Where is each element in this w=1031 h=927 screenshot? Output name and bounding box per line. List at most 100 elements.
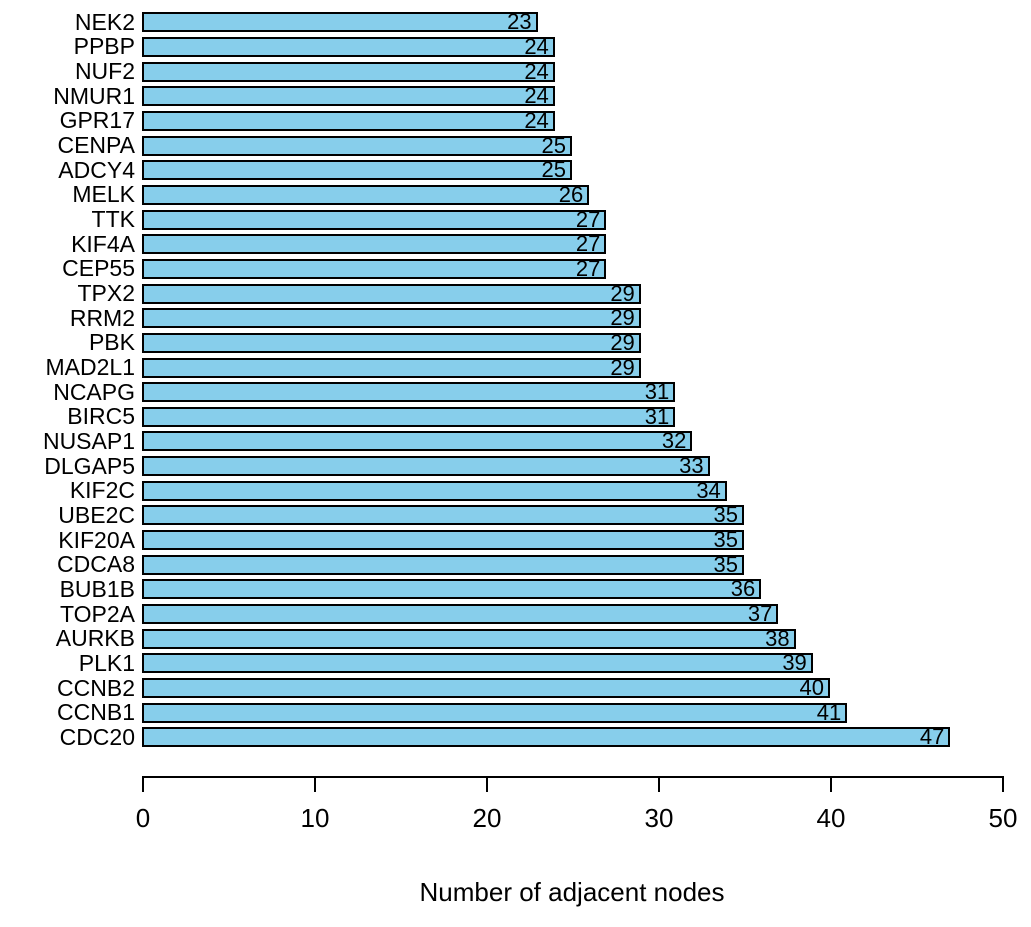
bar-value-label: 25 — [541, 157, 566, 183]
bar-value-label: 37 — [747, 601, 773, 627]
category-label: CDC20 — [59, 723, 135, 750]
x-axis-title: Number of adjacent nodes — [419, 877, 725, 907]
bar: 23 — [142, 9, 538, 35]
category-label: KIF20A — [58, 526, 135, 553]
bar: 35 — [142, 551, 744, 577]
category-label: NMUR1 — [53, 82, 135, 109]
category-label: NEK2 — [74, 8, 135, 35]
bar-row: PPBP 24 — [0, 35, 1031, 60]
category-label: GPR17 — [59, 107, 135, 134]
bar: 27 — [142, 233, 607, 255]
category-label: MAD2L1 — [45, 354, 135, 381]
bar: 29 — [142, 305, 641, 331]
category-label: AURKB — [55, 625, 135, 652]
category-label: TPX2 — [77, 280, 135, 307]
bar-row: NMUR1 24 — [0, 84, 1031, 109]
bar: 40 — [142, 677, 830, 699]
category-label: CENPA — [57, 132, 135, 159]
bar-value-label: 36 — [730, 576, 756, 602]
bar: 39 — [142, 650, 813, 676]
bar-row: NEK2 23 — [0, 10, 1031, 35]
bar: 37 — [142, 601, 779, 627]
category-label: UBE2C — [58, 501, 135, 528]
bar-value-label: 39 — [782, 650, 807, 676]
bar: 29 — [142, 354, 641, 380]
bar-row: NCAPG 31 — [0, 380, 1031, 405]
bar: 27 — [142, 255, 607, 281]
x-axis-tick-mark — [314, 776, 316, 792]
bar-value-label: 35 — [713, 551, 738, 577]
bar-row: CCNB1 41 — [0, 700, 1031, 725]
x-axis-tick-label: 40 — [816, 803, 846, 833]
category-label: NUF2 — [74, 58, 135, 85]
bar: 32 — [142, 428, 693, 454]
category-label: MELK — [72, 181, 135, 208]
bar-row: AURKB 38 — [0, 626, 1031, 651]
category-label: KIF4A — [71, 230, 135, 257]
x-axis-tick-mark — [1002, 776, 1004, 792]
bar: 24 — [142, 107, 555, 133]
x-axis-tick-label: 0 — [135, 803, 151, 833]
bar-value-label: 29 — [610, 305, 635, 331]
bar: 36 — [142, 576, 762, 602]
bar-value-label: 24 — [524, 107, 549, 133]
bar: 26 — [142, 181, 590, 207]
bar-value-label: 29 — [610, 354, 635, 380]
bar-row: TTK 27 — [0, 207, 1031, 232]
bar: 24 — [142, 35, 555, 57]
bar: 31 — [142, 379, 676, 405]
category-label: BIRC5 — [67, 403, 135, 430]
bar: 38 — [142, 625, 796, 651]
bar: 47 — [142, 726, 951, 748]
category-label: NUSAP1 — [42, 427, 135, 454]
bar-row: TPX2 29 — [0, 281, 1031, 306]
bar-value-label: 31 — [644, 403, 670, 429]
bar-value-label: 35 — [713, 502, 738, 528]
x-axis-tick-mark — [830, 776, 832, 792]
bar-value-label: 26 — [558, 181, 584, 207]
bar: 33 — [142, 455, 710, 477]
category-label: RRM2 — [69, 304, 135, 331]
bar-value-label: 38 — [765, 625, 790, 651]
category-label: CCNB2 — [57, 674, 135, 701]
category-label: DLGAP5 — [44, 452, 135, 479]
bar: 35 — [142, 527, 744, 553]
bar-row: UBE2C 35 — [0, 503, 1031, 528]
bar-row: BIRC5 31 — [0, 405, 1031, 430]
category-label: KIF2C — [69, 477, 135, 504]
bar-row: CDC20 47 — [0, 725, 1031, 750]
bar-row: KIF2C 34 — [0, 478, 1031, 503]
bar-row: BUB1B 36 — [0, 577, 1031, 602]
bar: 25 — [142, 157, 572, 183]
bar-value-label: 29 — [610, 280, 635, 306]
bar-row: KIF20A 35 — [0, 528, 1031, 553]
x-axis-line — [142, 776, 1004, 778]
bar-row: CDCA8 35 — [0, 552, 1031, 577]
bar: 41 — [142, 701, 848, 723]
bar: 27 — [142, 208, 607, 230]
category-label: NCAPG — [53, 378, 135, 405]
category-label: CEP55 — [62, 255, 135, 282]
bar-value-label: 32 — [661, 428, 687, 454]
bar-row: CCNB2 40 — [0, 676, 1031, 701]
bar-value-label: 27 — [575, 255, 601, 281]
bar-value-label: 29 — [610, 329, 635, 355]
bar-value-label: 31 — [644, 379, 670, 405]
bar-row: GPR17 24 — [0, 109, 1031, 134]
bar-row: PBK 29 — [0, 331, 1031, 356]
bar: 34 — [142, 479, 727, 501]
bar-row: NUSAP1 32 — [0, 429, 1031, 454]
x-axis-tick-label: 10 — [300, 803, 330, 833]
category-label: TTK — [91, 206, 135, 233]
category-label: PLK1 — [78, 649, 135, 676]
category-label: CDCA8 — [57, 551, 135, 578]
x-axis-tick-mark — [486, 776, 488, 792]
category-label: TOP2A — [60, 600, 135, 627]
category-label: ADCY4 — [58, 156, 135, 183]
bar-value-label: 24 — [524, 58, 549, 84]
bar-value-label: 35 — [713, 527, 738, 553]
bar-row: ADCY4 25 — [0, 158, 1031, 183]
bar-value-label: 23 — [507, 9, 532, 35]
bar-row: KIF4A 27 — [0, 232, 1031, 257]
